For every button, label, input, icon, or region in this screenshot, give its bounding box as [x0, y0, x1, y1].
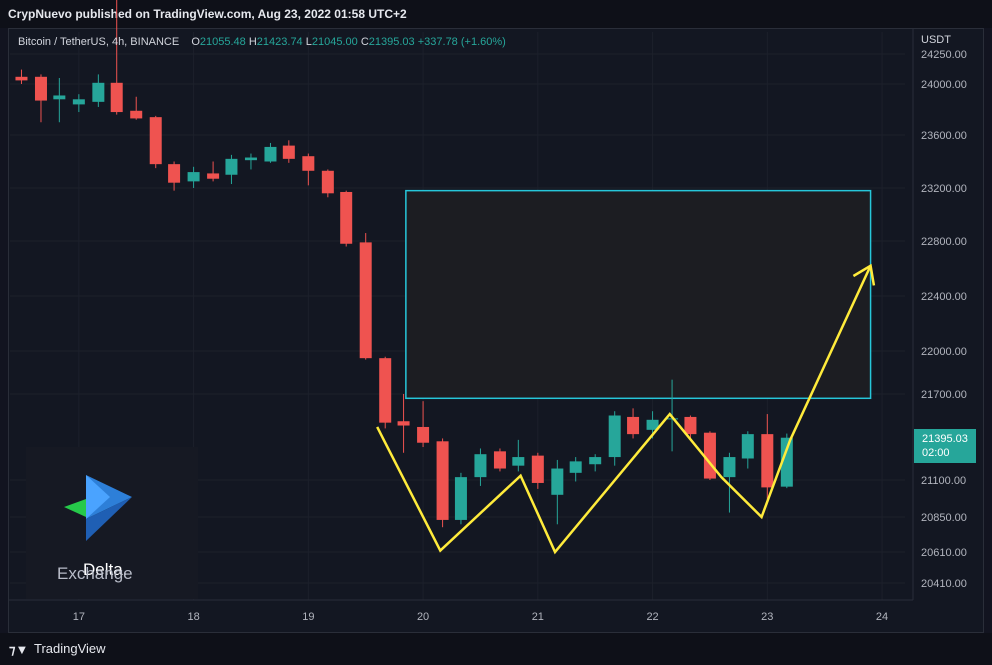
x-tick-label: 21: [532, 611, 544, 623]
candle-body: [34, 76, 47, 101]
symbol-name[interactable]: Bitcoin / TetherUS, 4h, BINANCE: [18, 36, 180, 48]
x-tick-label: 24: [876, 611, 888, 623]
footer-brand[interactable]: TradingView: [34, 641, 106, 656]
candle-body: [589, 457, 602, 465]
candle-body: [340, 191, 353, 244]
high-label: H: [248, 36, 257, 48]
close-value: 21395.03: [368, 36, 415, 48]
x-tick-label: 18: [187, 611, 199, 623]
y-tick-label: 22400.00: [921, 291, 967, 303]
y-tick-label: 23600.00: [921, 130, 967, 142]
candle-body: [321, 170, 334, 194]
y-tick-label: 24250.00: [921, 49, 967, 61]
y-tick-label: 20850.00: [921, 512, 967, 524]
low-value: 21045.00: [311, 36, 358, 48]
y-tick-label: 21700.00: [921, 389, 967, 401]
x-tick-label: 23: [761, 611, 773, 623]
x-tick-label: 20: [417, 611, 429, 623]
y-tick-label: 21100.00: [921, 475, 966, 487]
delta-logo-name: Delta.: [83, 560, 128, 579]
candle-body: [207, 173, 220, 179]
candle-body: [72, 99, 85, 105]
publish-header: CrypNuevo published on TradingView.com, …: [0, 0, 992, 28]
candle-body: [397, 421, 410, 426]
candle-body: [512, 457, 525, 466]
projection-arrowhead: [852, 263, 876, 286]
candle-body: [684, 416, 697, 435]
candle-body: [110, 82, 123, 113]
y-tick-label: 24000.00: [921, 79, 967, 91]
last-price-badge: 21395.03 02:00: [914, 429, 976, 463]
candle-body: [436, 441, 449, 520]
x-tick-label: 17: [73, 611, 85, 623]
candle-body: [15, 76, 28, 81]
candle-body: [53, 95, 66, 100]
candle-body: [569, 461, 582, 473]
last-price: 21395.03: [922, 433, 968, 445]
candle-body: [244, 157, 257, 161]
candle-body: [627, 416, 640, 435]
y-tick-label: 20610.00: [921, 547, 967, 559]
delta-exchange-watermark: Delta.: [26, 447, 198, 599]
candle-body: [531, 455, 544, 483]
candle-body: [302, 156, 315, 171]
candle-body: [187, 172, 200, 182]
candle-body: [703, 432, 716, 479]
open-label: O: [191, 36, 200, 48]
open-value: 21055.48: [199, 36, 246, 48]
bar-countdown: 02:00: [922, 447, 950, 459]
change-value: +337.78 (+1.60%): [417, 36, 506, 48]
candle-body: [359, 242, 372, 359]
y-tick-label: 22800.00: [921, 236, 967, 248]
candle-body: [225, 158, 238, 175]
y-tick-label: 20410.00: [921, 578, 967, 590]
candle-body: [417, 426, 430, 443]
candle-body: [168, 164, 181, 183]
target-zone-box: [405, 189, 872, 400]
candle-body: [454, 477, 467, 520]
candle-body: [780, 437, 793, 487]
publisher-line: CrypNuevo published on TradingView.com, …: [8, 7, 407, 21]
low-label: L: [305, 36, 312, 48]
candle-body: [130, 110, 143, 119]
candle-body: [741, 434, 754, 459]
y-tick-label: 23200.00: [921, 183, 967, 195]
close-label: C: [360, 36, 369, 48]
candle-body: [379, 358, 392, 423]
x-tick-label: 19: [302, 611, 314, 623]
y-tick-label: 22000.00: [921, 346, 967, 358]
projection-path: [376, 265, 872, 555]
x-tick-label: 22: [646, 611, 658, 623]
candle-body: [264, 146, 277, 162]
high-value: 21423.74: [256, 36, 303, 48]
candle-body: [92, 82, 105, 102]
candle-body: [493, 451, 506, 469]
symbol-legend: Bitcoin / TetherUS, 4h, BINANCE O21055.4…: [18, 36, 506, 48]
tradingview-logo-icon[interactable]: ⁊▼: [9, 642, 29, 657]
candle-body: [666, 418, 679, 420]
candle-body: [282, 145, 295, 159]
candle-body: [149, 117, 162, 165]
candle-body: [646, 419, 659, 430]
candle-body: [608, 415, 621, 458]
footer-bar: ⁊▼ TradingView: [0, 633, 992, 665]
candle-body: [551, 468, 564, 495]
candle-body: [474, 454, 487, 478]
delta-logo-icon: [64, 475, 132, 541]
candle-body: [723, 457, 736, 478]
delta-logo-sub: Exchange: [57, 564, 133, 583]
candle-body: [761, 434, 774, 488]
currency-label[interactable]: USDT: [921, 34, 951, 46]
